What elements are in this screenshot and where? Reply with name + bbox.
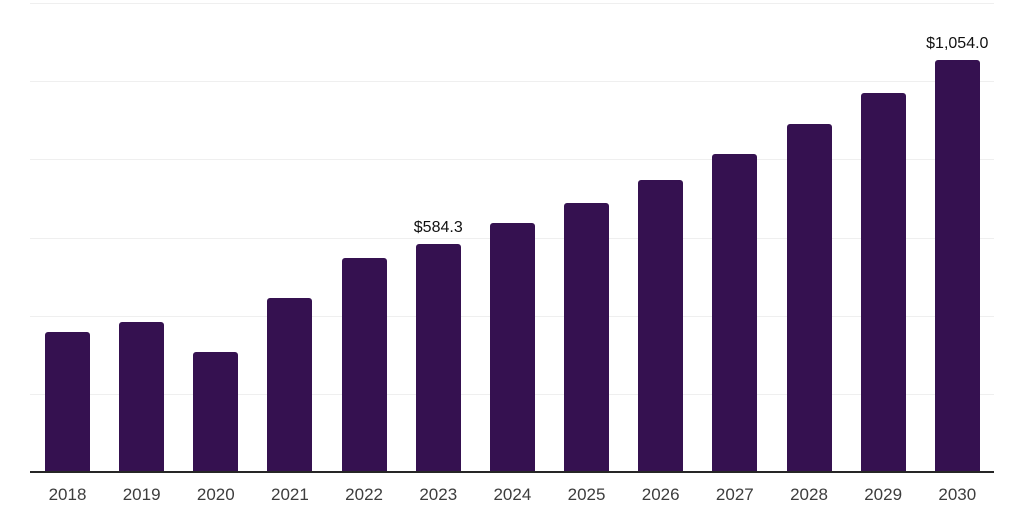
x-tick-label-2030: 2030 bbox=[938, 485, 977, 504]
x-tick-label-2019: 2019 bbox=[122, 485, 161, 504]
x-axis-tick-labels: 2018 2019 2020 2021 2022 2023 2024 2025 2026 2027… bbox=[30, 485, 994, 507]
bar-2027 bbox=[712, 153, 758, 472]
x-tick-label-2024: 2024 bbox=[493, 485, 532, 504]
bar-layer: $584.3 $1,054.0 bbox=[30, 3, 994, 472]
bar-value-label-2030: $1,054.0 bbox=[926, 35, 989, 53]
gridline-800 bbox=[30, 159, 994, 161]
bar-2020 bbox=[193, 352, 239, 472]
bar-2018 bbox=[45, 332, 90, 472]
bar-2025 bbox=[564, 203, 610, 472]
x-tick-label-2026: 2026 bbox=[641, 485, 680, 504]
bar-2019 bbox=[119, 321, 165, 472]
bar-2021 bbox=[267, 298, 313, 472]
bar-2026 bbox=[638, 180, 684, 472]
gridline-1000 bbox=[30, 81, 994, 83]
bar-value-label-2023: $584.3 bbox=[413, 218, 463, 236]
gridline-1200 bbox=[30, 3, 994, 4]
x-tick-label-2028: 2028 bbox=[790, 485, 828, 504]
plot-area: $584.3 $1,054.0 bbox=[30, 3, 994, 473]
x-tick-label-2023: 2023 bbox=[419, 485, 458, 504]
x-tick-label-2027: 2027 bbox=[715, 485, 754, 504]
bar-2024 bbox=[489, 223, 535, 472]
x-tick-label-2022: 2022 bbox=[345, 485, 383, 504]
bar-2023 bbox=[415, 243, 461, 472]
bar-2022 bbox=[341, 257, 387, 472]
x-tick-label-2021: 2021 bbox=[271, 485, 309, 504]
bar-2028 bbox=[786, 124, 832, 472]
x-tick-label-2029: 2029 bbox=[864, 485, 903, 504]
x-tick-label-2020: 2020 bbox=[196, 485, 235, 504]
bar-2029 bbox=[860, 92, 906, 472]
x-tick-label-2025: 2025 bbox=[567, 485, 606, 504]
x-axis-line bbox=[30, 471, 994, 473]
bar-2030 bbox=[934, 60, 980, 472]
x-tick-label-2018: 2018 bbox=[48, 485, 87, 504]
